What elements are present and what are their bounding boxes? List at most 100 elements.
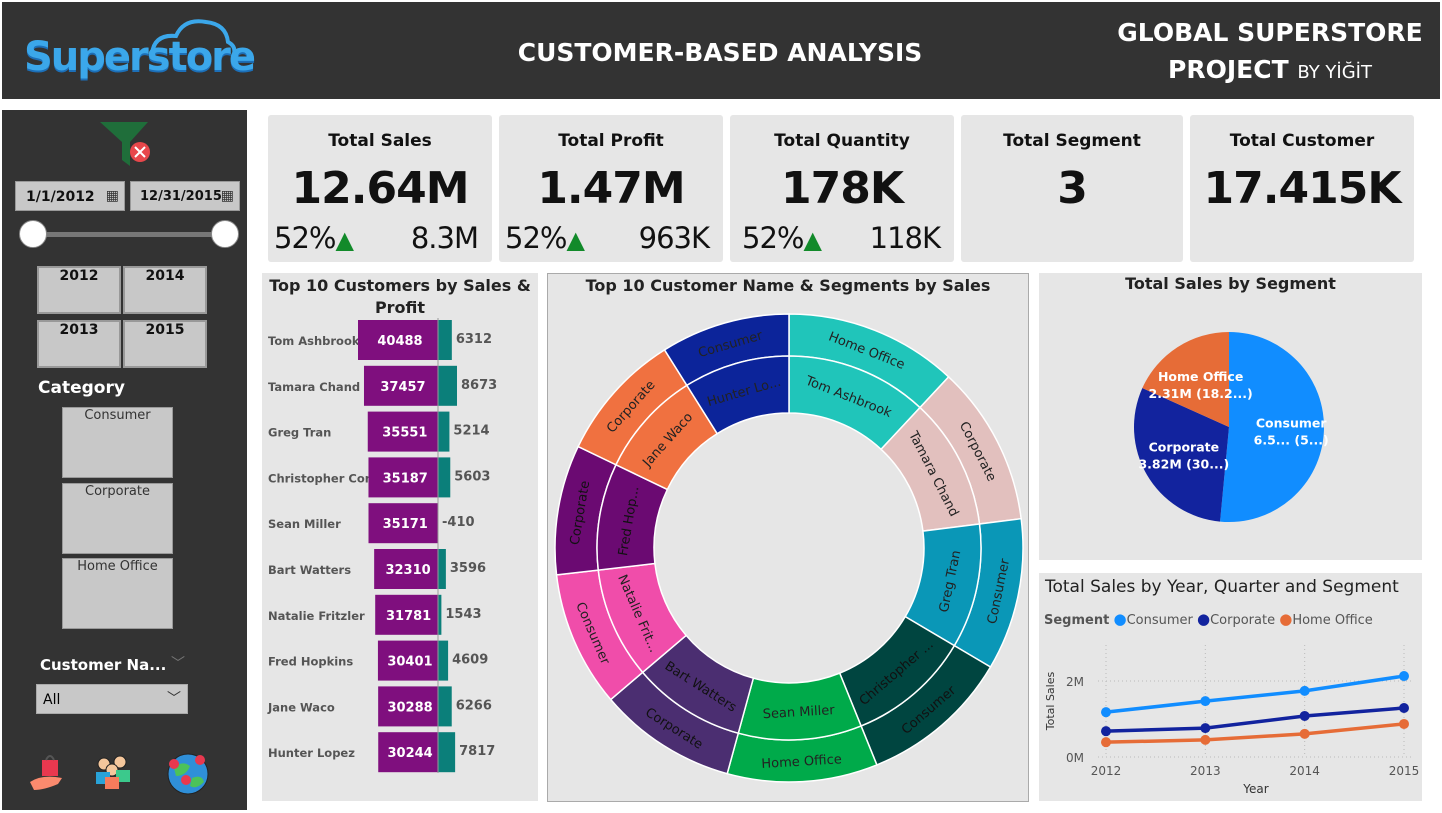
profit-bar [438, 365, 457, 406]
category-consumer-button[interactable]: Consumer [62, 407, 173, 478]
sales-data-label: 32310 [385, 563, 430, 578]
sales-bar [368, 503, 438, 544]
sales-bar [378, 686, 438, 727]
sales-bar [375, 594, 438, 635]
sales-bar [377, 640, 438, 681]
line-chart-svg: 2012 2013 2014 2015 0M 2M Year Total Sales [1044, 645, 1419, 796]
customer-name-dropdown[interactable]: All ﹀ [36, 684, 188, 714]
year-button-2014[interactable]: 2014 [123, 266, 207, 314]
category-corporate-button[interactable]: Corporate [62, 483, 173, 554]
profit-data-label: 4609 [452, 653, 488, 668]
top-customer-segments-sunburst: Top 10 Customer Name & Segments by Sales… [547, 273, 1029, 802]
kpi-card-total-customer: Total Customer 17.415K [1190, 115, 1414, 262]
pie-value-label: 2.31M (18.2...) [1149, 386, 1253, 401]
year-button-2013[interactable]: 2013 [37, 320, 121, 368]
page-title: CUSTOMER-BASED ANALYSIS [517, 38, 923, 67]
profit-bar [438, 732, 456, 773]
chart-title: Total Sales by Year, Quarter and Segment [1045, 577, 1399, 597]
x-tick-label: 2013 [1190, 764, 1221, 778]
profit-bar [438, 549, 446, 589]
sales-bar [374, 549, 438, 589]
shopping-hand-icon[interactable] [28, 752, 68, 792]
profit-data-label: 7817 [459, 744, 495, 759]
legend-dot-icon: ● [1279, 610, 1293, 628]
kpi-card-total-quantity: Total Quantity 178K 52%▲ 118K [730, 115, 954, 262]
bar-category-label: Fred Hopkins [268, 655, 353, 669]
date-end-input[interactable]: 12/31/2015 ▦ [130, 181, 240, 211]
year-button-2015[interactable]: 2015 [123, 320, 207, 368]
sales-data-label: 30244 [388, 746, 433, 761]
globe-map-icon[interactable] [164, 750, 210, 796]
cloud-icon [150, 19, 237, 55]
profit-bar [438, 686, 452, 727]
chart-title: Top 10 Customers by Sales & Profit [269, 276, 531, 317]
kpi-growth-pct: 52% [274, 221, 336, 255]
customer-name-label: Customer Na... [40, 656, 167, 674]
profit-data-label: 5603 [454, 469, 490, 484]
legend-dot-icon: ● [1113, 610, 1127, 628]
profit-bar [438, 320, 452, 360]
calendar-icon[interactable]: ▦ [105, 188, 119, 204]
data-point [1399, 671, 1409, 682]
year-button-2012[interactable]: 2012 [37, 266, 121, 314]
data-point [1299, 710, 1310, 721]
logo-text: Superstore [24, 34, 256, 80]
chart-title: Total Sales by Segment [1125, 274, 1336, 293]
date-slider-start-handle[interactable] [19, 220, 47, 248]
date-range-slider-track[interactable] [33, 232, 225, 237]
chevron-down-icon: ﹀ [167, 691, 181, 707]
bar-category-label: Christopher Con... [268, 471, 386, 485]
profit-bar [438, 594, 442, 635]
chevron-down-icon[interactable]: ﹀ [171, 656, 185, 672]
clear-filters-button[interactable] [98, 120, 154, 168]
data-point [1200, 696, 1211, 707]
profit-data-label: 1543 [445, 607, 481, 622]
pie-category-label: Home Office [1158, 369, 1243, 384]
bar-category-label: Tom Ashbrook [268, 334, 360, 348]
sales-by-year-line-chart: Total Sales by Year, Quarter and Segment… [1039, 573, 1422, 801]
project-author: BY YİĞİT [1297, 62, 1372, 83]
sales-data-label: 31781 [386, 609, 431, 624]
triangle-up-icon: ▲ [566, 226, 584, 254]
project-line2: PROJECT [1168, 55, 1289, 84]
customers-group-icon[interactable] [92, 752, 134, 792]
date-end-value: 12/31/2015 [140, 189, 222, 204]
date-slider-end-handle[interactable] [211, 220, 239, 248]
profit-bar [438, 457, 451, 498]
sales-data-label: 37457 [380, 380, 425, 395]
category-label: Category [38, 378, 125, 398]
bar-category-label: Jane Waco [267, 700, 335, 714]
sunburst-customer-label: Sean Miller [762, 703, 835, 722]
x-axis-title: Year [1242, 782, 1268, 796]
profit-data-label: 8673 [461, 378, 497, 393]
pie-value-label: 3.82M (30...) [1138, 456, 1229, 471]
bar-category-label: Bart Watters [268, 563, 351, 577]
legend-title: Segment [1044, 613, 1110, 628]
profit-data-label: 3596 [450, 561, 486, 576]
sales-data-label: 35171 [383, 517, 428, 532]
data-point [1299, 685, 1310, 696]
category-home-office-button[interactable]: Home Office [62, 558, 173, 629]
pie-slice [1220, 332, 1324, 522]
bar-category-label: Natalie Fritzler [268, 609, 365, 623]
legend-item[interactable]: ●Home Office [1279, 610, 1373, 628]
chart-legend: Segment ●Consumer ●Corporate ●Home Offic… [1044, 610, 1373, 628]
legend-dot-icon: ● [1197, 610, 1211, 628]
legend-label: Corporate [1210, 613, 1276, 628]
y-tick-label: 0M [1066, 751, 1084, 765]
calendar-icon[interactable]: ▦ [220, 188, 234, 204]
kpi-value: 3 [1057, 163, 1088, 214]
date-start-input[interactable]: 1/1/2012 ▦ [15, 181, 125, 211]
sales-by-segment-pie: Total Sales by Segment Consumer 6.5... (5… [1039, 273, 1422, 560]
profit-data-label: 6266 [456, 698, 492, 713]
customer-dropdown-value: All [43, 692, 61, 708]
profit-bar [438, 411, 450, 452]
legend-item[interactable]: ●Corporate [1197, 610, 1276, 628]
pie-slice [1134, 388, 1229, 522]
legend-item[interactable]: ●Consumer [1113, 610, 1192, 628]
chart-title: Top 10 Customer Name & Segments by Sales [585, 276, 991, 295]
legend-label: Home Office [1292, 613, 1373, 628]
y-tick-label: 2M [1066, 675, 1084, 689]
profit-data-label: -410 [442, 515, 475, 530]
data-point [1200, 734, 1211, 745]
